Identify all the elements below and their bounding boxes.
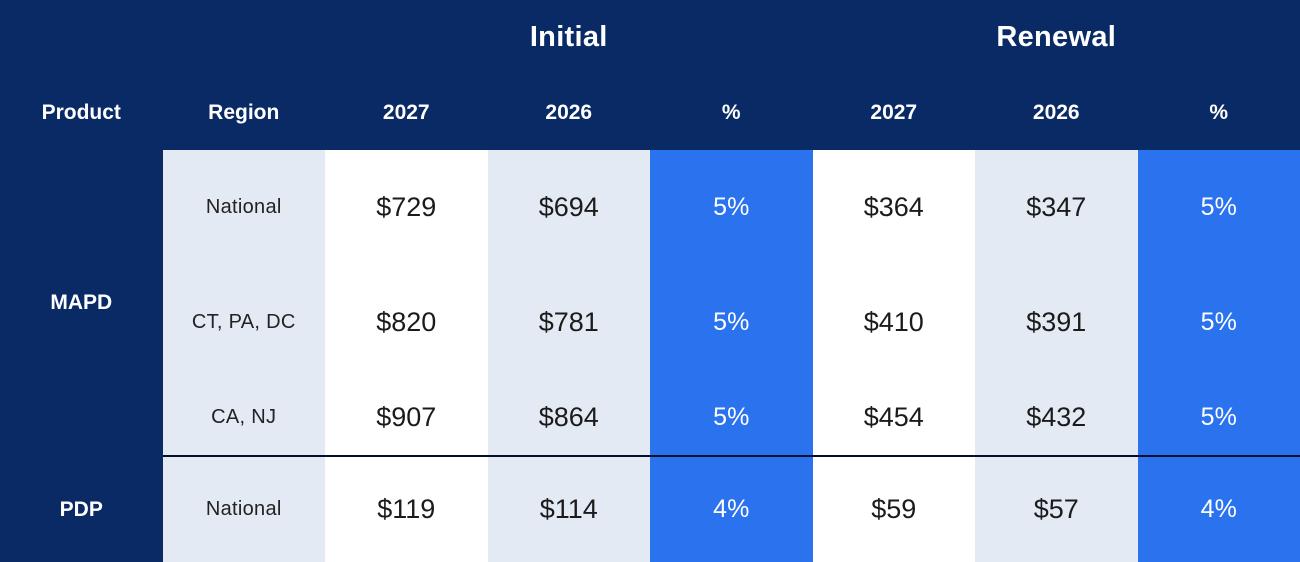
cell-region: CT, PA, DC xyxy=(162,265,325,380)
cell-initial-percent: 4% xyxy=(650,457,813,562)
col-header-renewal-percent: % xyxy=(1209,100,1229,124)
cell-renewal-2026: $347 xyxy=(975,150,1138,265)
product-group-label-mapd: MAPD xyxy=(50,290,113,314)
cell-region: National xyxy=(162,457,325,562)
cell-initial-2026: $114 xyxy=(487,457,650,562)
group-title-renewal: Renewal xyxy=(996,21,1117,53)
cell-initial-percent: 5% xyxy=(650,150,813,265)
product-group-label-pdp: PDP xyxy=(59,497,103,521)
cell-initial-2026: $781 xyxy=(487,265,650,380)
cell-renewal-2027: $410 xyxy=(812,265,975,380)
cell-initial-percent: 5% xyxy=(650,380,813,455)
section-divider xyxy=(162,455,1300,457)
cell-renewal-percent: 5% xyxy=(1137,380,1300,455)
cell-renewal-2026: $391 xyxy=(975,265,1138,380)
cell-initial-2026: $864 xyxy=(487,380,650,455)
cell-renewal-2026: $57 xyxy=(975,457,1138,562)
cell-initial-2027: $820 xyxy=(325,265,488,380)
col-header-product: Product xyxy=(41,100,121,124)
cell-renewal-2026: $432 xyxy=(975,380,1138,455)
cell-renewal-2027: $59 xyxy=(812,457,975,562)
cell-renewal-percent: 5% xyxy=(1137,150,1300,265)
cell-initial-2027: $729 xyxy=(325,150,488,265)
cell-region: National xyxy=(162,150,325,265)
cell-renewal-2027: $364 xyxy=(812,150,975,265)
cell-renewal-percent: 4% xyxy=(1137,457,1300,562)
cell-renewal-percent: 5% xyxy=(1137,265,1300,380)
col-header-renewal-2027: 2027 xyxy=(870,100,918,124)
cell-region: CA, NJ xyxy=(162,380,325,455)
cell-initial-2026: $694 xyxy=(487,150,650,265)
col-header-region: Region xyxy=(208,100,280,124)
group-title-initial: Initial xyxy=(529,21,608,53)
cell-initial-2027: $119 xyxy=(325,457,488,562)
cell-initial-percent: 5% xyxy=(650,265,813,380)
cell-renewal-2027: $454 xyxy=(812,380,975,455)
col-header-renewal-2026: 2026 xyxy=(1032,100,1080,124)
cell-initial-2027: $907 xyxy=(325,380,488,455)
col-header-initial-percent: % xyxy=(721,100,741,124)
col-header-initial-2027: 2027 xyxy=(382,100,430,124)
col-header-initial-2026: 2026 xyxy=(545,100,593,124)
